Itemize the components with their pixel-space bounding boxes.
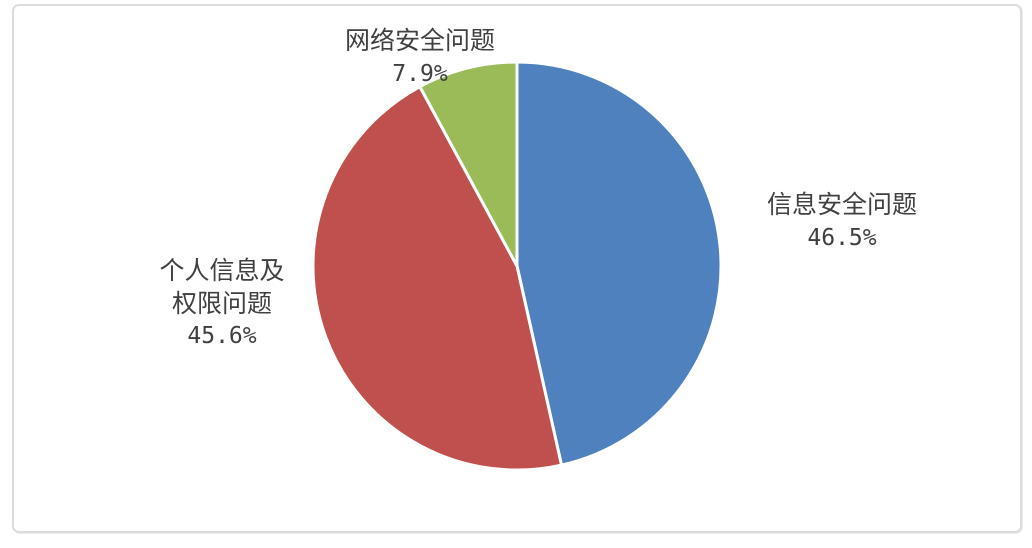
pie-slice-info-security[interactable] (515, 60, 723, 467)
slice-label-text: 权限问题 (171, 289, 272, 318)
slice-label-percent: 7.9% (392, 61, 448, 87)
slice-label-text: 网络安全问题 (344, 26, 495, 55)
pie-slice-network-security[interactable] (418, 60, 519, 268)
slice-label-percent: 46.5% (807, 225, 877, 251)
slice-label-text: 信息安全问题 (766, 190, 917, 219)
label-network-security: 网络安全问题 7.9% (310, 24, 530, 91)
pie-slice-personal-info-permissions[interactable] (311, 85, 563, 472)
label-info-security: 信息安全问题 46.5% (732, 188, 952, 255)
slice-label-text: 个人信息及 (159, 256, 285, 285)
label-personal-info-permissions: 个人信息及 权限问题 45.6% (112, 254, 332, 353)
slice-label-percent: 45.6% (187, 323, 257, 349)
